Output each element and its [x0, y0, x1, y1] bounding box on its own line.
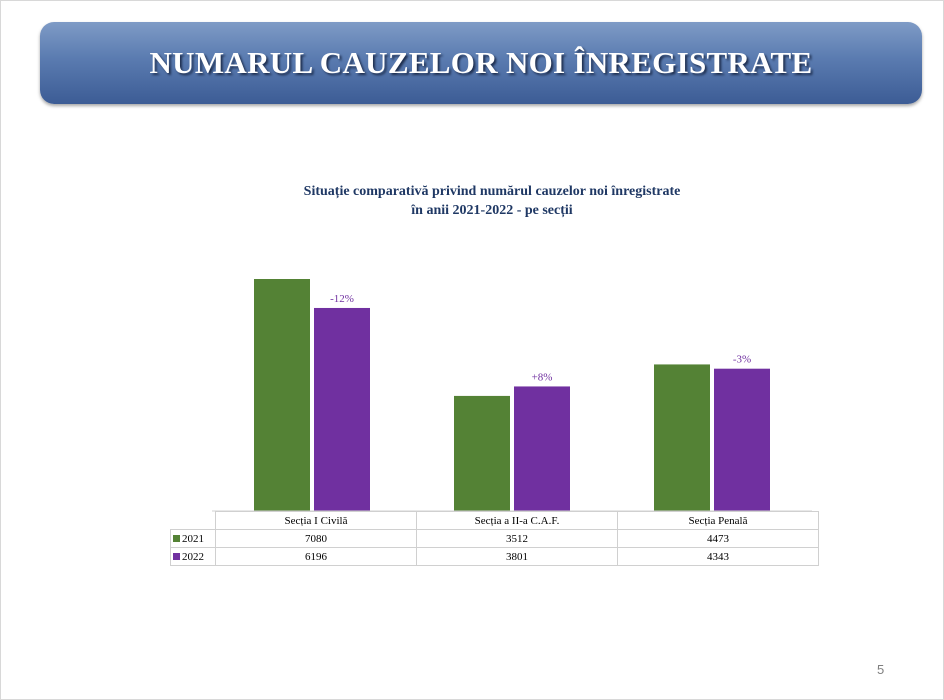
table-row: 2021 7080 3512 4473 [170, 529, 819, 548]
table-cell: 3801 [416, 547, 618, 566]
bar-2021-1 [454, 395, 510, 511]
page-number: 5 [877, 662, 885, 677]
series-name: 2022 [182, 550, 204, 563]
legend-swatch-2022 [173, 553, 180, 561]
data-table: Secția I Civilă Secția a II-a C.A.F. Sec… [170, 511, 819, 566]
table-header-row: Secția I Civilă Secția a II-a C.A.F. Sec… [170, 511, 819, 530]
chart-title-line2: în anii 2021-2022 - pe secții [411, 203, 573, 218]
legend-2022: 2022 [170, 547, 216, 566]
table-corner [170, 511, 216, 530]
chart-title-line1: Situație comparativă privind numărul cau… [303, 184, 681, 199]
bar-2022-2 [714, 368, 770, 511]
bar-2022-0 [314, 307, 370, 511]
table-cell: 3512 [416, 529, 618, 548]
change-label-0: -12% [330, 293, 354, 305]
bar-2022-1 [514, 386, 570, 511]
table-cell: 4343 [617, 547, 819, 566]
change-label-1: +8% [532, 371, 553, 383]
page-title: NUMARUL CAUZELOR NOI ÎNREGISTRATE [149, 45, 813, 80]
legend-2021: 2021 [170, 529, 216, 548]
change-label-2: -3% [733, 354, 751, 366]
header-banner: NUMARUL CAUZELOR NOI ÎNREGISTRATE [40, 22, 922, 104]
table-cell: 4473 [617, 529, 819, 548]
table-cell: 7080 [215, 529, 417, 548]
table-category: Secția a II-a C.A.F. [416, 511, 618, 530]
legend-swatch-2021 [173, 535, 180, 543]
table-row: 2022 6196 3801 4343 [170, 547, 819, 566]
chart-title: Situație comparativă privind numărul cau… [170, 182, 814, 220]
bar-2021-2 [654, 364, 710, 511]
table-cell: 6196 [215, 547, 417, 566]
table-category: Secția Penală [617, 511, 819, 530]
bar-2021-0 [254, 279, 310, 511]
series-name: 2021 [182, 532, 204, 545]
table-category: Secția I Civilă [215, 511, 417, 530]
